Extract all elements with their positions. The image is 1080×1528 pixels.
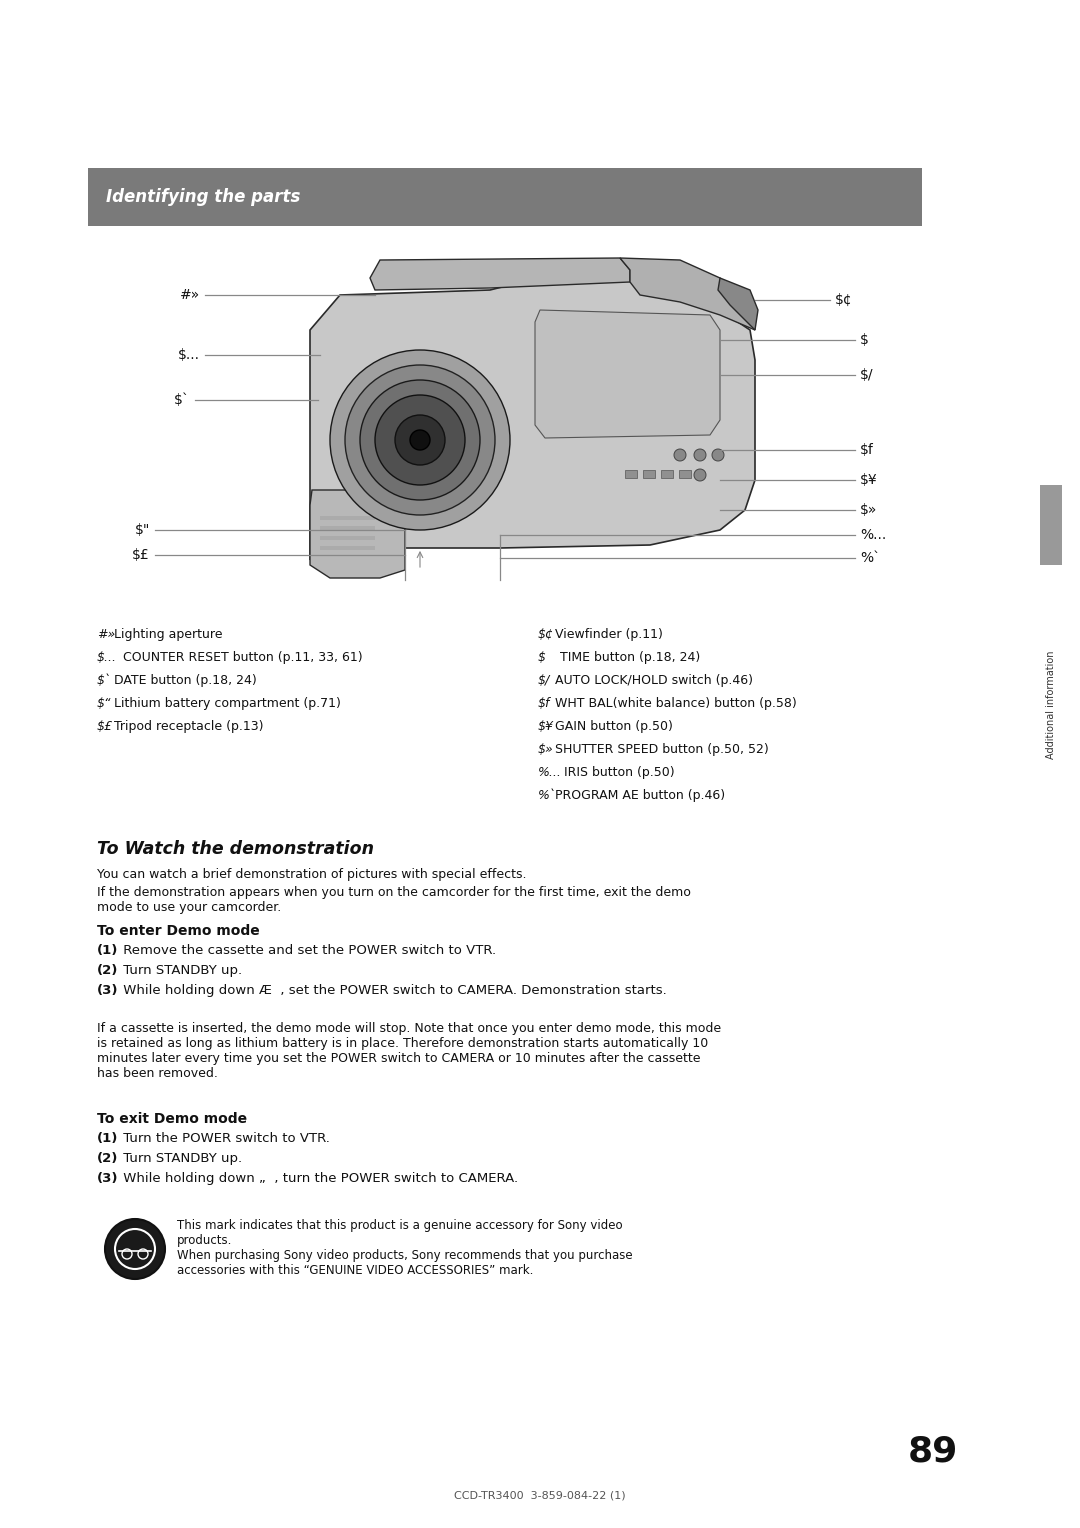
Text: #»: #» [179, 287, 200, 303]
Text: $¢: $¢ [835, 293, 852, 307]
Text: Additional information: Additional information [1047, 651, 1056, 759]
Text: (1): (1) [97, 1132, 119, 1144]
Text: Identifying the parts: Identifying the parts [106, 188, 300, 206]
Text: While holding down Æ  , set the POWER switch to CAMERA. Demonstration starts.: While holding down Æ , set the POWER swi… [119, 984, 666, 996]
Text: (1): (1) [97, 944, 119, 957]
Circle shape [395, 416, 445, 465]
Text: Turn the POWER switch to VTR.: Turn the POWER switch to VTR. [119, 1132, 329, 1144]
Circle shape [138, 1248, 148, 1259]
Circle shape [345, 365, 495, 515]
Text: To Watch the demonstration: To Watch the demonstration [97, 840, 374, 859]
Text: 89: 89 [908, 1435, 958, 1468]
Text: COUNTER RESET button (p.11, 33, 61): COUNTER RESET button (p.11, 33, 61) [123, 651, 363, 665]
Text: %...: %... [860, 529, 887, 542]
Bar [661, 471, 673, 478]
Text: $¥: $¥ [538, 720, 554, 733]
Text: PROGRAM AE button (p.46): PROGRAM AE button (p.46) [551, 788, 725, 802]
Text: To enter Demo mode: To enter Demo mode [97, 924, 260, 938]
Text: While holding down „  , turn the POWER switch to CAMERA.: While holding down „ , turn the POWER sw… [119, 1172, 518, 1186]
Polygon shape [310, 275, 755, 559]
Text: $¢: $¢ [538, 628, 554, 642]
Circle shape [674, 449, 686, 461]
Bar [625, 471, 637, 478]
Text: #»: #» [97, 628, 116, 642]
Text: Tripod receptacle (p.13): Tripod receptacle (p.13) [110, 720, 264, 733]
Text: (3): (3) [97, 984, 119, 996]
Circle shape [712, 449, 724, 461]
Text: $£: $£ [132, 549, 150, 562]
Text: $¥: $¥ [860, 474, 878, 487]
Text: When purchasing Sony video products, Sony recommends that you purchase
accessori: When purchasing Sony video products, Son… [177, 1248, 633, 1277]
Text: This mark indicates that this product is a genuine accessory for Sony video
prod: This mark indicates that this product is… [177, 1219, 623, 1247]
Text: If a cassette is inserted, the demo mode will stop. Note that once you enter dem: If a cassette is inserted, the demo mode… [97, 1022, 721, 1080]
Bar [643, 471, 654, 478]
Text: %...: %... [538, 766, 562, 779]
Text: $: $ [538, 651, 546, 665]
Text: DATE button (p.18, 24): DATE button (p.18, 24) [110, 674, 257, 688]
Polygon shape [620, 258, 755, 330]
Text: (2): (2) [97, 964, 119, 976]
Text: $»: $» [538, 743, 554, 756]
Bar [320, 545, 375, 550]
Text: $: $ [860, 333, 869, 347]
Text: $£: $£ [97, 720, 113, 733]
Text: Remove the cassette and set the POWER switch to VTR.: Remove the cassette and set the POWER sw… [119, 944, 496, 957]
Text: $...: $... [97, 651, 117, 665]
Polygon shape [718, 278, 758, 330]
Text: Turn STANDBY up.: Turn STANDBY up. [119, 1152, 242, 1164]
Circle shape [360, 380, 480, 500]
Text: IRIS button (p.50): IRIS button (p.50) [564, 766, 675, 779]
Circle shape [694, 449, 706, 461]
Text: AUTO LOCK/HOLD switch (p.46): AUTO LOCK/HOLD switch (p.46) [551, 674, 753, 688]
Polygon shape [310, 490, 405, 578]
Bar [1040, 484, 1062, 565]
Text: $/: $/ [860, 368, 874, 382]
Polygon shape [535, 310, 720, 439]
Circle shape [105, 1219, 165, 1279]
Text: CCD-TR3400  3-859-084-22 (1): CCD-TR3400 3-859-084-22 (1) [455, 1490, 625, 1500]
Text: $`: $` [174, 393, 190, 406]
Text: You can watch a brief demonstration of pictures with special effects.: You can watch a brief demonstration of p… [97, 868, 527, 882]
Text: $f: $f [860, 443, 874, 457]
Text: %`: %` [538, 788, 556, 802]
Text: $f: $f [538, 697, 551, 711]
Text: TIME button (p.18, 24): TIME button (p.18, 24) [544, 651, 701, 665]
Text: WHT BAL(white balance) button (p.58): WHT BAL(white balance) button (p.58) [551, 697, 797, 711]
Text: $“: $“ [97, 697, 111, 711]
Text: $/: $/ [538, 674, 550, 688]
Bar [320, 516, 375, 520]
Circle shape [410, 429, 430, 451]
Circle shape [330, 350, 510, 530]
Bar [87, 168, 922, 226]
Circle shape [375, 396, 465, 484]
Polygon shape [370, 258, 630, 290]
Text: Lighting aperture: Lighting aperture [110, 628, 222, 642]
Text: If the demonstration appears when you turn on the camcorder for the first time, : If the demonstration appears when you tu… [97, 886, 691, 914]
Circle shape [694, 469, 706, 481]
Bar [320, 536, 375, 539]
Text: $»: $» [860, 503, 877, 516]
Bar [320, 526, 375, 530]
Text: $": $" [135, 523, 150, 536]
Text: Viewfinder (p.11): Viewfinder (p.11) [551, 628, 663, 642]
Text: Turn STANDBY up.: Turn STANDBY up. [119, 964, 242, 976]
Text: $`: $` [97, 674, 111, 688]
Bar [679, 471, 691, 478]
Text: %`: %` [860, 552, 880, 565]
Text: Lithium battery compartment (p.71): Lithium battery compartment (p.71) [110, 697, 341, 711]
Text: $...: $... [178, 348, 200, 362]
Text: SHUTTER SPEED button (p.50, 52): SHUTTER SPEED button (p.50, 52) [551, 743, 769, 756]
Text: (3): (3) [97, 1172, 119, 1186]
Text: (2): (2) [97, 1152, 119, 1164]
Text: To exit Demo mode: To exit Demo mode [97, 1112, 247, 1126]
Text: GAIN button (p.50): GAIN button (p.50) [551, 720, 673, 733]
Circle shape [122, 1248, 132, 1259]
